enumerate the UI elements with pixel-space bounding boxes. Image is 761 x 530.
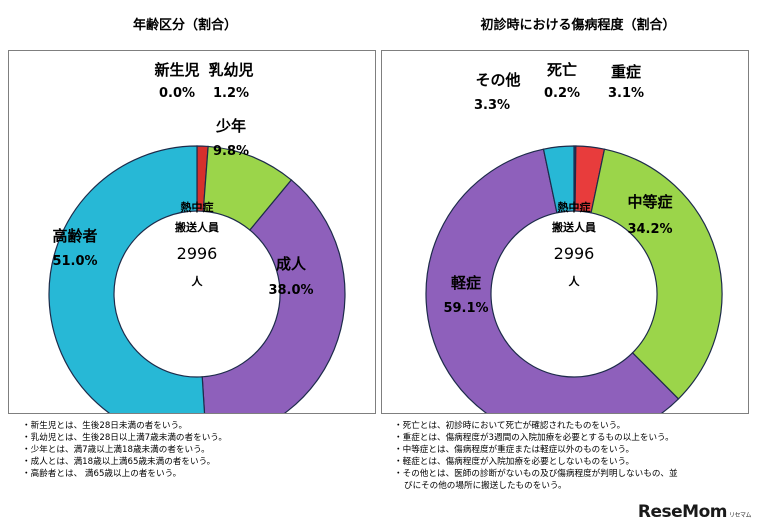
slice-percent-label: 51.0% [52,254,97,269]
slice-name-label: 軽症 [451,274,481,292]
slice-name-label: 中等症 [627,193,672,211]
donut-slice-severity-3 [425,148,680,413]
donut-center-text: 熱中症 [181,200,214,214]
donut-center-text: 搬送人員 [175,220,219,234]
note-item: 乳幼児とは、生後28日以上満7歳未満の者をいう。 [22,432,227,444]
donut-slice-age-4 [48,145,206,413]
slice-name-label: 高齢者 [52,227,97,245]
slice-percent-label: 38.0% [268,283,313,298]
note-item: 新生児とは、生後28日未満の者をいう。 [22,420,227,432]
right-notes: 死亡とは、初診時において死亡が確認されたものをいう。 重症とは、傷病程度が3週間… [394,420,678,492]
note-item: 高齢者とは、 満65歳以上の者をいう。 [22,468,227,480]
slice-percent-label: 3.3% [474,98,510,113]
slice-name-label: その他 [475,71,520,89]
slice-percent-label: 3.1% [608,86,644,101]
age-category-donut-chart: 新生児 0.0% 乳幼児 1.2% 少年 9.8% 成人 38.0% 高齢者 51.0% 熱中症搬送… [48,61,346,413]
note-item-continued: びにその他の場所に搬送したものをいう。 [404,481,567,491]
note-item: 成人とは、満18歳以上満65歳未満の者をいう。 [22,456,227,468]
slice-percent-label: 0.0% [159,86,195,101]
note-item: 軽症とは、傷病程度が入院加療を必要としないものをいう。 [394,456,678,468]
left-chart-panel: 新生児 0.0% 乳幼児 1.2% 少年 9.8% 成人 38.0% 高齢者 51.0% 熱中症搬送… [8,50,376,414]
slice-percent-label: 0.2% [544,86,580,101]
left-chart-title: 年齢区分（割合） [132,18,237,33]
slice-percent-label: 59.1% [443,301,488,316]
slice-name-label: 重症 [611,63,641,81]
donut-center-text: 搬送人員 [552,220,596,234]
donut-center-text: 2996 [554,244,595,263]
severity-donut-chart: 死亡 0.2% 重症 3.1% 中等症 34.2% 軽症 59.1% その他 3.3% 熱中症搬送人… [425,61,723,413]
donut-center-text: 人 [569,274,581,288]
slice-name-label: 乳幼児 [208,61,253,79]
donut-center-text: 熱中症 [558,200,591,214]
note-item: 中等症とは、傷病程度が重症または軽症以外のものをいう。 [394,444,678,456]
note-item: 死亡とは、初診時において死亡が確認されたものをいう。 [394,420,678,432]
right-chart-title: 初診時における傷病程度（割合） [480,18,676,33]
slice-percent-label: 9.8% [213,144,249,159]
donut-slice-severity-4 [542,145,575,214]
slice-name-label: 死亡 [547,61,577,79]
logo-subtext: リセマム [728,512,752,519]
donut-slice-severity-2 [590,148,723,400]
note-item: その他とは、医師の診断がないもの及び傷病程度が判明しないもの、並 [394,468,678,480]
donut-slice-age-3 [201,179,346,413]
donut-center-text: 2996 [177,244,218,263]
right-chart-panel: 死亡 0.2% 重症 3.1% 中等症 34.2% 軽症 59.1% その他 3.3% 熱中症搬送人… [381,50,749,414]
slice-percent-label: 34.2% [627,222,672,237]
note-item: 少年とは、満7歳以上満18歳未満の者をいう。 [22,444,227,456]
slice-name-label: 少年 [215,117,246,135]
logo-text: ReseMom [637,502,728,522]
slice-percent-label: 1.2% [213,86,249,101]
left-notes: 新生児とは、生後28日未満の者をいう。 乳幼児とは、生後28日以上満7歳未満の者… [22,420,227,480]
slice-name-label: 成人 [276,255,307,273]
donut-center-text: 人 [192,274,204,288]
note-item: 重症とは、傷病程度が3週間の入院加療を必要とするもの以上をいう。 [394,432,678,444]
resemom-logo: ReseMom リセマム [637,502,752,524]
slice-name-label: 新生児 [154,61,199,79]
